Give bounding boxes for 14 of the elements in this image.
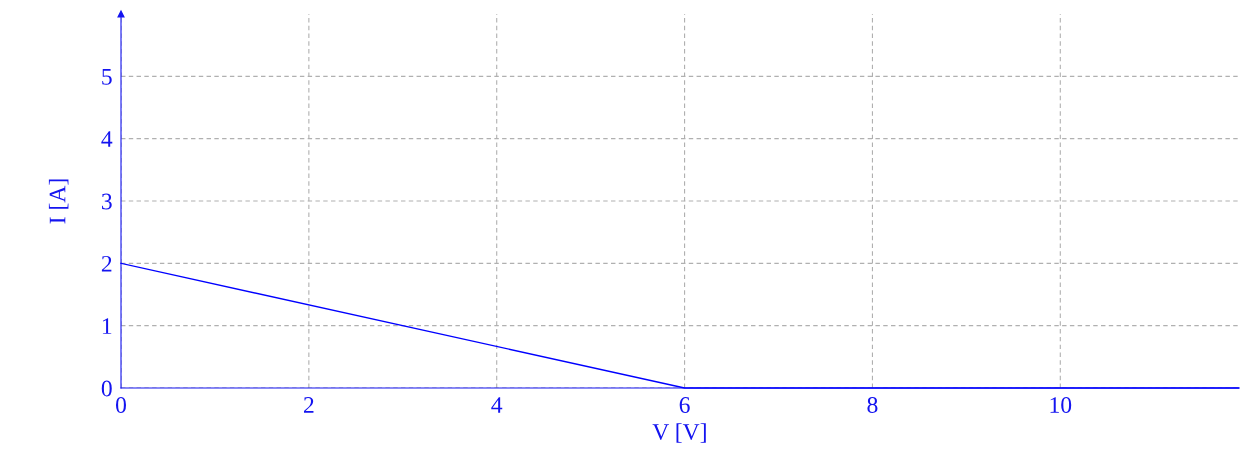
x-axis-title: V [V]	[652, 423, 706, 443]
x-tick-label: 4	[491, 397, 503, 413]
x-tick-label: 10	[1050, 397, 1072, 413]
y-tick-label: 5	[102, 69, 112, 85]
y-tick-label: 0	[101, 380, 112, 397]
y-tick-label: 4	[101, 131, 113, 147]
y-tick-label: 1	[102, 318, 112, 334]
y-tick-label: 2	[101, 255, 112, 272]
y-axis-title: I [A]	[48, 179, 69, 224]
y-tick-label: 3	[101, 193, 112, 210]
x-tick-label: 6	[679, 397, 690, 413]
x-tick-label: 8	[867, 397, 878, 413]
x-tick-label: 2	[303, 397, 314, 413]
x-tick-label: 0	[116, 397, 126, 413]
